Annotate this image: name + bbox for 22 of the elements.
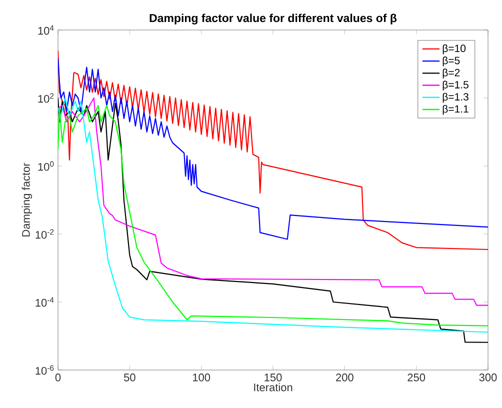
y-tick-label: 10$^{-4}$	[36, 297, 54, 307]
y-tick-label: 10$^{-6}$	[36, 365, 54, 375]
x-tick-label: 100	[192, 374, 210, 382]
y-axis-title: Damping factor	[22, 162, 32, 236]
x-tick-label: 150	[264, 374, 282, 382]
legend-label: β=5	[442, 56, 460, 66]
legend-label: β=2	[442, 68, 460, 78]
x-tick-label: 50	[124, 374, 136, 382]
y-tick-label: 10$^{4}$	[38, 25, 54, 35]
legend-label: β=1.3	[442, 92, 468, 103]
x-tick-label: 250	[408, 374, 426, 382]
legend-label: β=10	[442, 44, 466, 54]
legend-label: β=1.1	[442, 104, 468, 115]
x-tick-label: 200	[336, 374, 354, 382]
x-tick-label: 0	[55, 374, 61, 382]
x-axis-title: Iteration	[254, 383, 292, 392]
legend-label: β=1.5	[442, 80, 468, 91]
x-tick-label: 300	[479, 374, 497, 382]
y-tick-label: 10$^{0}$	[38, 161, 54, 171]
y-tick-label: 10$^{2}$	[38, 93, 54, 103]
chart-title: Damping factor value for different values of β	[150, 14, 397, 24]
y-tick-label: 10$^{-2}$	[36, 229, 54, 239]
